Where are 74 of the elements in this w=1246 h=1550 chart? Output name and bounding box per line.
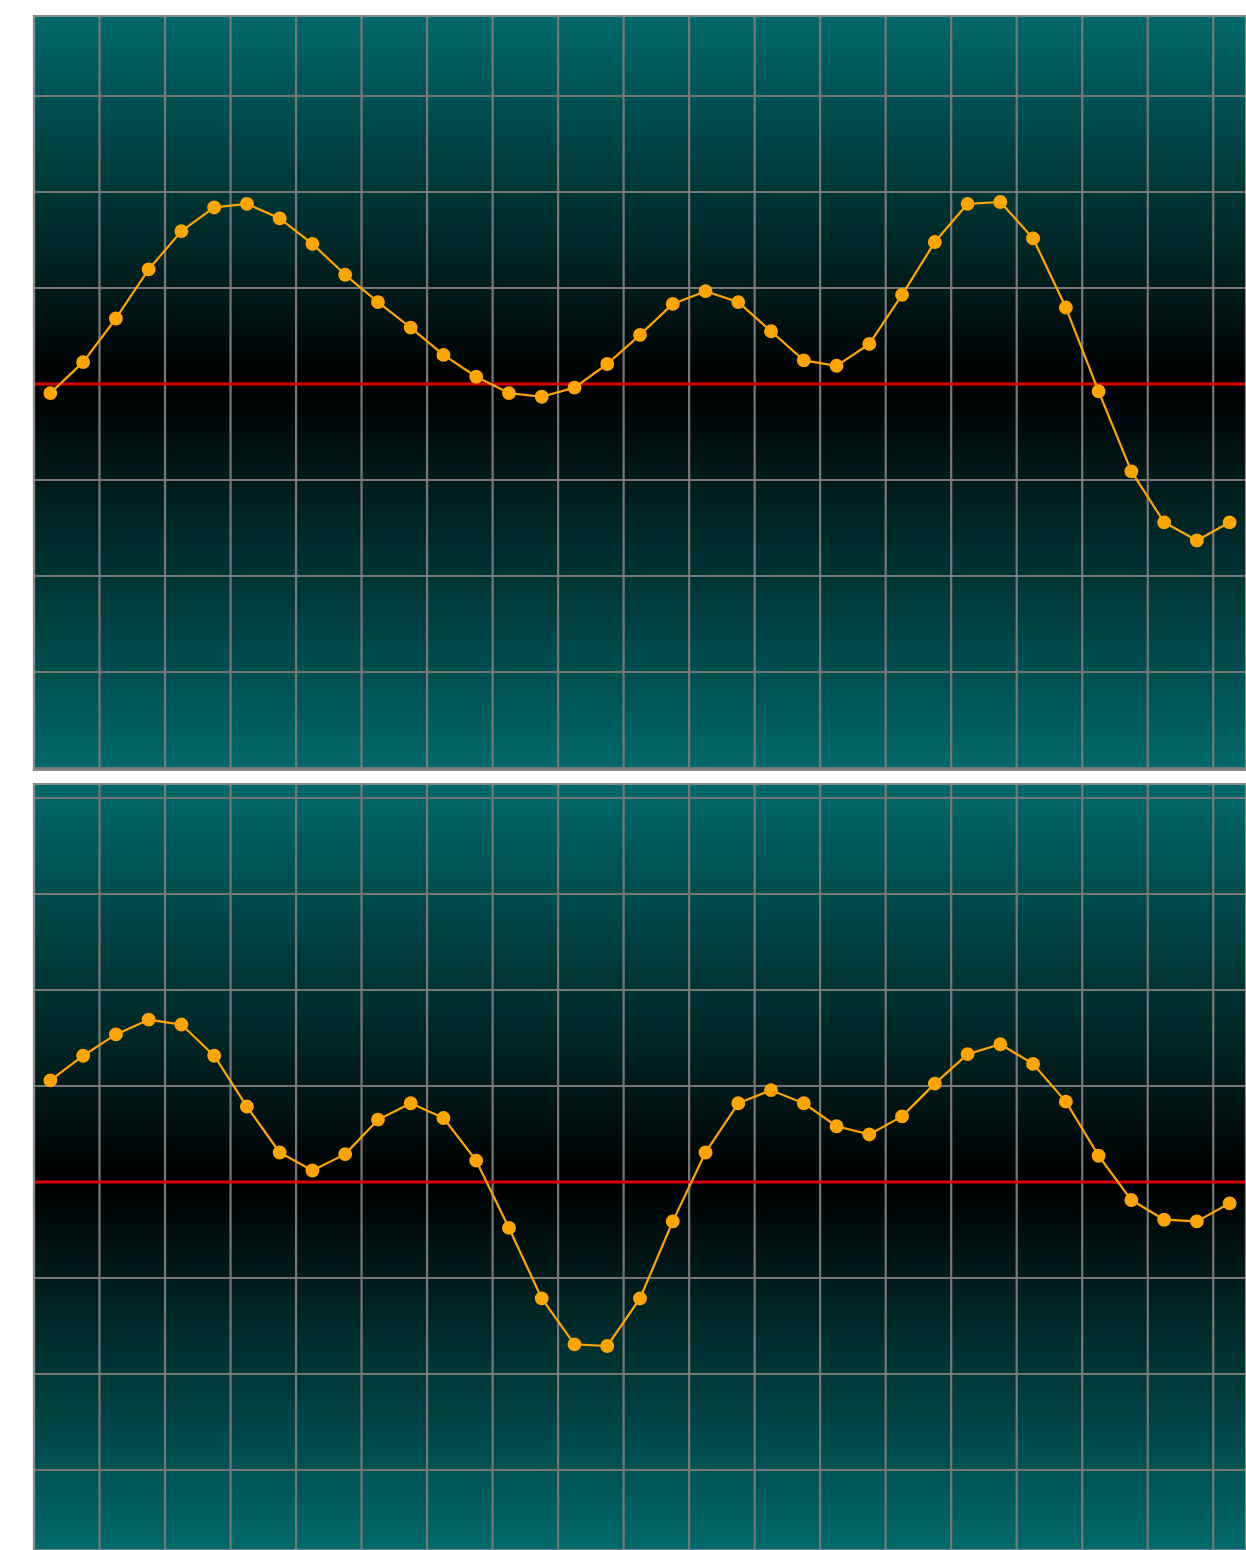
point [665,296,680,311]
point [174,224,189,239]
point [108,311,123,326]
point [567,1337,582,1352]
point [338,1147,353,1162]
point [305,1163,320,1178]
point [862,337,877,351]
point [76,1048,91,1063]
point [1157,1212,1172,1227]
point [698,284,713,299]
point [993,1037,1008,1052]
point [731,1096,746,1111]
point [1189,533,1204,548]
point [534,389,549,404]
point [141,262,156,277]
point [993,195,1008,209]
point [796,1096,811,1111]
point [1058,300,1073,315]
point [436,1111,451,1125]
point [207,1048,222,1063]
point [829,358,844,373]
point [502,1220,516,1235]
point [895,287,909,302]
point [338,267,353,282]
point [305,236,320,251]
point [927,1076,942,1091]
point [43,386,58,401]
point [960,1047,975,1062]
point [1058,1094,1073,1109]
point [371,1112,385,1127]
point [272,211,287,226]
point [239,1099,254,1114]
point [829,1119,844,1134]
point [76,355,91,370]
point [1091,384,1106,399]
point [764,1083,778,1098]
point [600,1339,615,1353]
point [108,1027,123,1042]
point [796,353,811,368]
point [43,1073,58,1088]
point [174,1017,189,1032]
point [371,295,385,310]
point [403,320,418,335]
point [1222,515,1237,530]
point [960,196,975,211]
point [1026,1056,1041,1071]
point [1189,1214,1204,1229]
point [600,357,615,371]
point [502,386,516,401]
point [469,369,484,384]
point [862,1127,877,1142]
point [534,1291,549,1306]
point [1222,1196,1237,1211]
point [141,1012,156,1027]
point [895,1109,909,1124]
point [436,347,451,362]
point [927,235,942,249]
point [1124,1193,1139,1207]
point [1157,515,1172,530]
point [239,196,254,211]
point [1026,231,1041,246]
point [633,327,647,342]
point [567,380,582,395]
point [633,1291,647,1306]
point [469,1153,484,1168]
point [698,1145,713,1160]
point [1091,1148,1106,1163]
point [272,1145,287,1160]
point [764,324,778,339]
point [1124,464,1139,479]
point [665,1214,680,1229]
point [207,200,222,215]
point [403,1096,418,1111]
point [731,295,746,310]
